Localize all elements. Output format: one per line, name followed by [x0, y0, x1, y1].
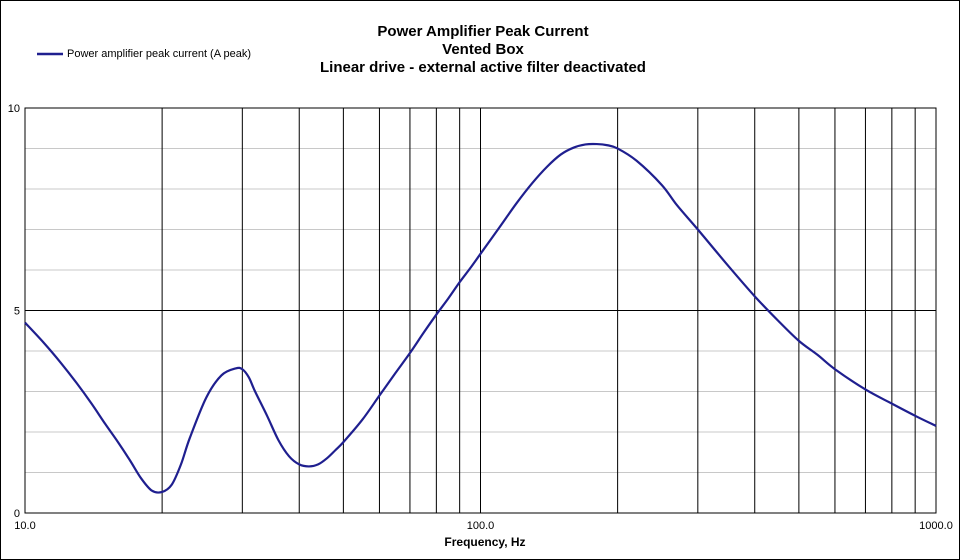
chart-title-line-1: Power Amplifier Peak Current	[377, 23, 588, 40]
y-tick-label: 10	[8, 103, 20, 115]
chart-title-line-3: Linear drive - external active filter de…	[320, 59, 646, 76]
y-tick-label: 0	[14, 508, 20, 520]
chart-title-line-2: Vented Box	[442, 41, 524, 58]
x-axis-title: Frequency, Hz	[444, 535, 525, 549]
x-tick-label: 100.0	[467, 520, 495, 532]
plot-border	[24, 107, 937, 514]
legend: Power amplifier peak current (A peak)	[37, 48, 251, 60]
x-tick-label: 1000.0	[919, 520, 953, 532]
chart-title: Power Amplifier Peak Current Vented Box …	[320, 23, 646, 76]
x-tick-label: 10.0	[14, 520, 35, 532]
grid-layer	[24, 107, 937, 514]
legend-label: Power amplifier peak current (A peak)	[67, 48, 251, 60]
tick-labels: 10.0 100.0 1000.0 0 5 10	[8, 103, 953, 532]
y-tick-label: 5	[14, 306, 20, 318]
series-layer	[24, 142, 937, 494]
series-line-peak-current	[24, 142, 937, 494]
